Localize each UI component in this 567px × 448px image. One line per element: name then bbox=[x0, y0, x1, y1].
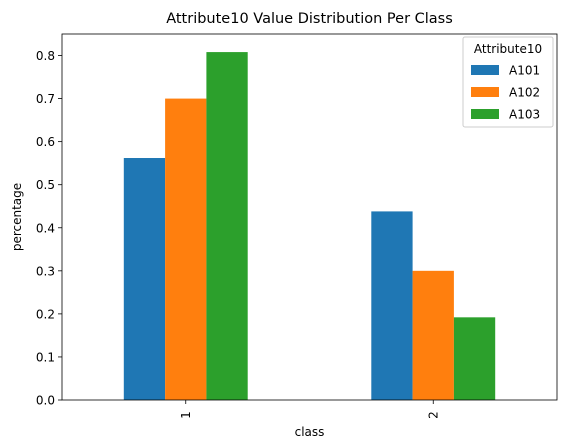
legend-swatch-a101 bbox=[471, 65, 499, 75]
x-tick-label: 2 bbox=[426, 411, 440, 419]
y-tick-label: 0.6 bbox=[36, 135, 55, 149]
y-tick-label: 0.2 bbox=[36, 307, 55, 321]
y-tick-label: 0.5 bbox=[36, 178, 55, 192]
bar-a103-class-1 bbox=[206, 52, 248, 400]
legend-label-a102: A102 bbox=[509, 86, 540, 100]
bar-a102-class-2 bbox=[412, 270, 454, 400]
chart-title: Attribute10 Value Distribution Per Class bbox=[166, 11, 453, 27]
x-axis-label: class bbox=[295, 425, 325, 439]
legend-title: Attribute10 bbox=[474, 42, 542, 56]
bar-a103-class-2 bbox=[453, 317, 496, 400]
y-tick-label: 0.1 bbox=[36, 350, 55, 364]
y-tick-label: 0.4 bbox=[36, 221, 55, 235]
bars-group bbox=[123, 52, 496, 401]
y-tick-label: 0.8 bbox=[36, 49, 55, 63]
legend-label-a101: A101 bbox=[509, 64, 540, 78]
y-tick-label: 0.3 bbox=[36, 264, 55, 278]
legend: Attribute10 A101 A102 A103 bbox=[462, 36, 554, 128]
y-axis: 0.0 0.1 0.2 0.3 0.4 0.5 0.6 0.7 0.8 bbox=[36, 49, 62, 408]
legend-swatch-a103 bbox=[471, 109, 499, 119]
x-tick-label: 1 bbox=[179, 411, 193, 419]
legend-label-a103: A103 bbox=[509, 108, 540, 122]
y-tick-label: 0.0 bbox=[36, 394, 55, 408]
bar-a102-class-1 bbox=[165, 98, 207, 401]
bar-a101-class-1 bbox=[123, 158, 166, 400]
legend-swatch-a102 bbox=[471, 87, 499, 97]
bar-a101-class-2 bbox=[371, 211, 413, 400]
plot-frame bbox=[61, 33, 558, 401]
legend-box bbox=[462, 36, 554, 128]
y-axis-label: percentage bbox=[10, 183, 24, 251]
y-tick-label: 0.7 bbox=[36, 92, 55, 106]
